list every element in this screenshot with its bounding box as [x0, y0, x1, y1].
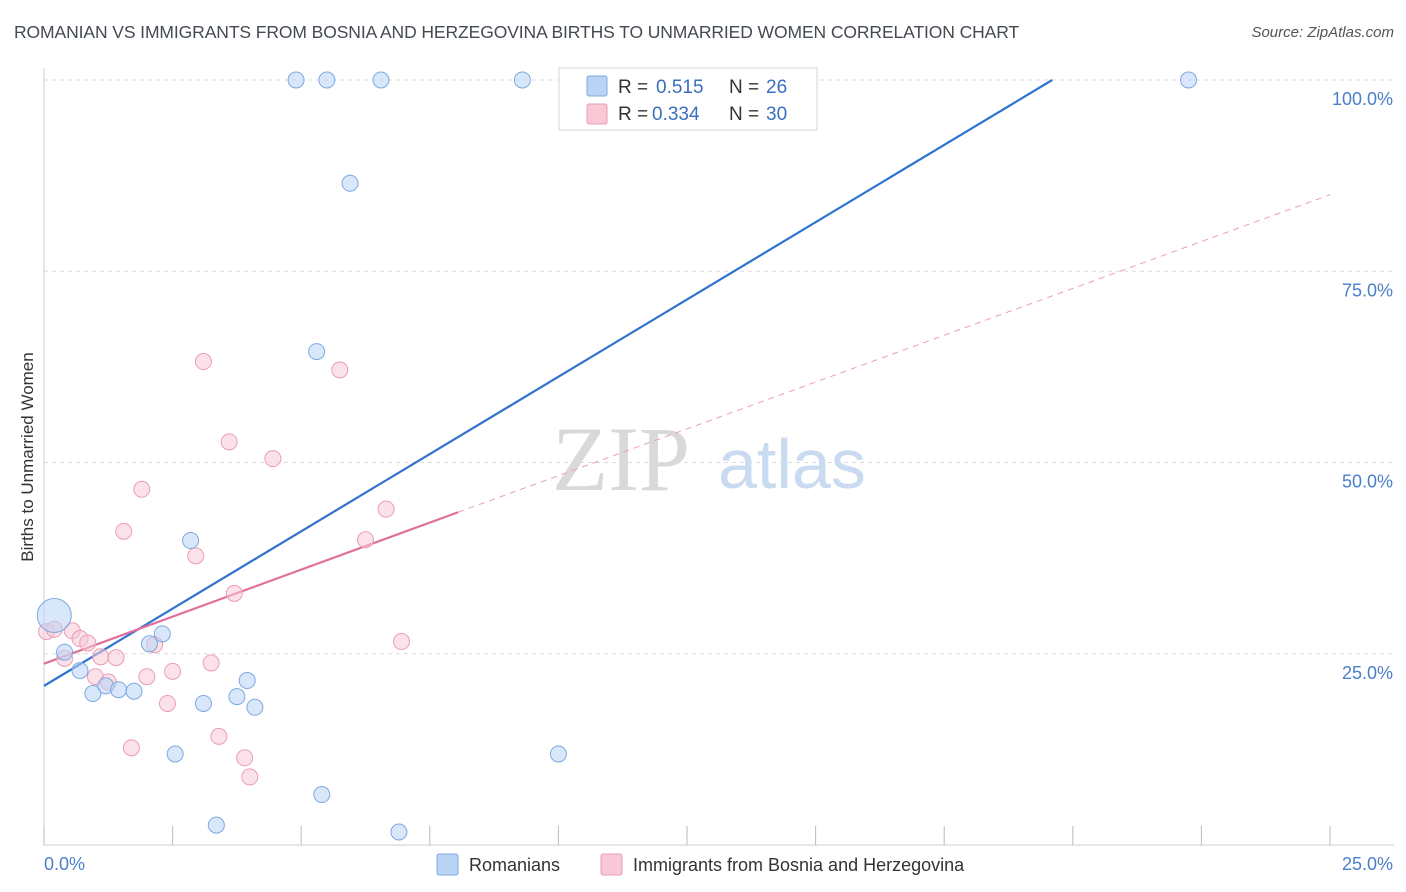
chart-title: ROMANIAN VS IMMIGRANTS FROM BOSNIA AND H… [14, 22, 1020, 42]
watermark-zip: ZIP [552, 408, 690, 510]
point-bosnia-21 [220, 433, 238, 451]
legend-swatch-romanians-bottom [436, 853, 459, 876]
legend-n-value-1: 26 [766, 77, 787, 98]
watermark-atlas: atlas [718, 425, 866, 503]
point-romanians-11 [228, 688, 246, 706]
trend-line-bosnia-extension [457, 194, 1331, 513]
legend-n-label-1: N = [729, 77, 759, 98]
point-bosnia-24 [241, 768, 259, 786]
point-bosnia-11 [122, 739, 140, 757]
point-bosnia-15 [158, 694, 176, 712]
point-romanians-7 [140, 635, 158, 653]
point-romanians-12 [238, 672, 256, 690]
axes [43, 68, 1394, 846]
point-bosnia-28 [377, 500, 395, 518]
legend-swatch-romanians [586, 75, 608, 97]
point-romanians-5 [110, 681, 128, 699]
point-romanians-23 [372, 71, 390, 89]
point-bosnia-12 [133, 480, 151, 498]
legend-swatch-bosnia-bottom [600, 853, 623, 876]
point-romanians-8 [153, 625, 171, 643]
point-bosnia-29 [393, 633, 411, 651]
point-romanians-22 [318, 71, 336, 89]
point-romanians-6 [125, 682, 143, 700]
point-romanians-9 [182, 532, 200, 550]
legend-n-label-2: N = [729, 104, 759, 125]
point-romanians-0 [36, 598, 72, 633]
point-bosnia-23 [236, 749, 254, 767]
point-bosnia-26 [331, 361, 349, 379]
point-romanians-15 [207, 816, 225, 834]
point-romanians-13 [246, 698, 264, 716]
correlation-legend: R = 0.515 N = 26 R = 0.334 N = 30 [558, 67, 818, 131]
point-romanians-3 [84, 685, 102, 703]
x-tick-label-0: 0.0% [44, 854, 85, 874]
point-bosnia-18 [194, 353, 212, 371]
point-bosnia-27 [357, 531, 374, 549]
series-legend: Romanians Immigrants from Bosnia and Her… [436, 853, 965, 876]
point-romanians-24 [513, 71, 531, 89]
trend-lines [43, 79, 1331, 687]
point-bosnia-19 [202, 654, 220, 672]
source-label: Source: ZipAtlas.com [1251, 24, 1394, 41]
point-romanians-2 [71, 662, 89, 680]
y-tick-label-1: 50.0% [1342, 472, 1393, 492]
point-romanians-20 [341, 174, 359, 192]
watermark: ZIP atlas [552, 408, 866, 510]
point-bosnia-17 [187, 547, 205, 565]
legend-r-value-1: 0.515 [656, 77, 704, 98]
point-bosnia-10 [115, 522, 133, 540]
point-romanians-16 [313, 786, 331, 804]
point-romanians-1 [56, 643, 74, 661]
legend-r-label-2: R = [618, 104, 648, 125]
y-tick-labels: 25.0% 50.0% 75.0% 100.0% [1332, 89, 1393, 683]
point-romanians-19 [308, 343, 326, 361]
point-bosnia-16 [164, 662, 182, 680]
legend-n-value-2: 30 [766, 104, 787, 125]
point-romanians-25 [1180, 71, 1198, 89]
grid [44, 79, 1394, 655]
point-bosnia-22 [225, 584, 243, 602]
trend-line-bosnia [43, 511, 459, 665]
y-tick-label-2: 75.0% [1342, 280, 1393, 300]
y-tick-label-3: 100.0% [1332, 89, 1393, 109]
point-bosnia-7 [92, 648, 110, 666]
point-bosnia-25 [264, 450, 282, 468]
point-romanians-10 [194, 694, 212, 712]
point-bosnia-20 [210, 727, 228, 745]
point-romanians-17 [390, 823, 408, 841]
legend-swatch-bosnia [586, 103, 608, 125]
data-points [36, 71, 1198, 841]
point-romanians-21 [287, 71, 305, 89]
legend-label-romanians: Romanians [469, 855, 560, 875]
legend-r-label-1: R = [618, 77, 648, 98]
y-tick-label-0: 25.0% [1342, 663, 1393, 683]
x-tick-labels: 0.0% 25.0% [44, 854, 1393, 874]
point-bosnia-5 [79, 634, 97, 652]
x-tick-label-1: 25.0% [1342, 854, 1393, 874]
point-bosnia-13 [138, 668, 156, 686]
point-bosnia-9 [107, 649, 125, 667]
point-romanians-18 [549, 745, 567, 763]
legend-r-value-2: 0.334 [652, 104, 700, 125]
y-axis-title: Births to Unmarried Women [18, 352, 37, 561]
legend-label-bosnia: Immigrants from Bosnia and Herzegovina [633, 855, 965, 875]
point-romanians-14 [166, 745, 184, 763]
trend-line-romanians [43, 79, 1053, 687]
